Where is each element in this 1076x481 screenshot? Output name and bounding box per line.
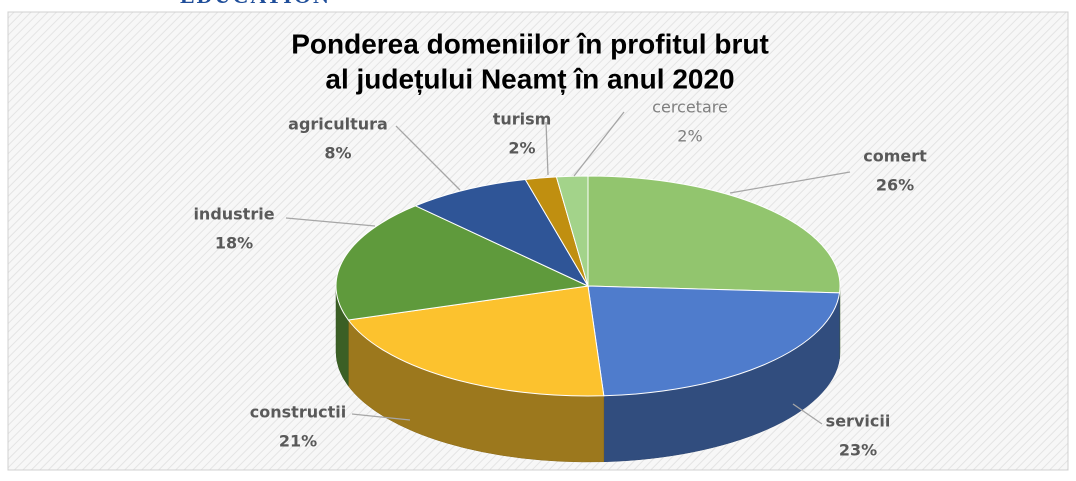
value-label: 26% (876, 176, 914, 195)
pie-slice (335, 205, 590, 321)
value-label: 2% (508, 139, 535, 158)
leader-line (792, 403, 823, 425)
chart-title: Ponderea domeniilor în profitul brut (291, 28, 769, 59)
value-label: 23% (839, 441, 877, 460)
category-label: cercetare (652, 98, 728, 117)
pie-slice (587, 285, 841, 397)
category-label: constructii (250, 403, 346, 422)
leader-line (351, 413, 411, 421)
value-label: 2% (677, 127, 702, 146)
leader-line (395, 125, 461, 191)
pie-slice (555, 175, 589, 287)
pie-slice (414, 178, 590, 288)
category-label: agricultura (288, 115, 388, 134)
leader-line (729, 171, 851, 194)
header-text: EDUCATION (180, 0, 331, 8)
leader-line (285, 217, 376, 227)
category-label: comert (863, 147, 927, 166)
leader-line (545, 121, 549, 176)
category-label: servicii (826, 412, 891, 431)
leader-line (573, 111, 625, 177)
value-label: 8% (324, 144, 351, 163)
category-label: industrie (193, 205, 274, 224)
value-label: 21% (279, 432, 317, 451)
category-label: turism (493, 110, 552, 129)
value-label: 18% (215, 234, 253, 253)
chart-title: al județului Neamț în anul 2020 (325, 63, 734, 94)
pie-slice (587, 175, 841, 294)
pie-slice (347, 285, 605, 397)
